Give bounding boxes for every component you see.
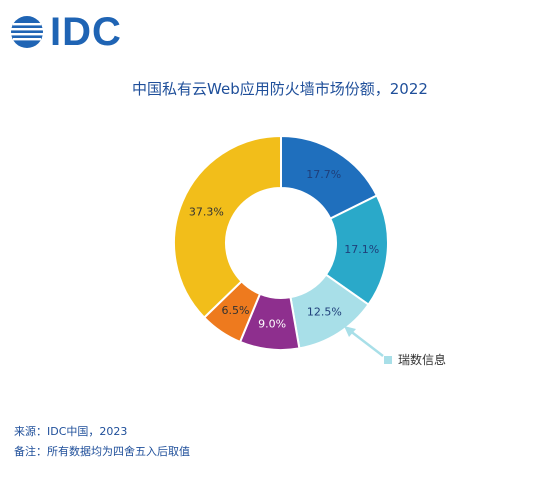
callout-text: 瑞数信息 bbox=[398, 353, 447, 367]
slice-label-5: 37.3% bbox=[189, 205, 224, 218]
footnotes: 来源：IDC中国，2023 备注：所有数据均为四舍五入后取值 bbox=[14, 422, 190, 462]
chart-title: 中国私有云Web应用防火墙市场份额，2022 bbox=[132, 80, 428, 98]
callout-arrow-head bbox=[344, 326, 356, 337]
source-note: 来源：IDC中国，2023 bbox=[14, 425, 128, 438]
globe-icon bbox=[11, 16, 43, 48]
callout-swatch bbox=[384, 355, 392, 364]
slice-label-4: 6.5% bbox=[222, 304, 250, 317]
callout-arrow-line bbox=[348, 329, 384, 357]
slice-label-2: 12.5% bbox=[307, 305, 342, 318]
slice-label-0: 17.7% bbox=[306, 168, 341, 181]
logo-text: IDC bbox=[50, 10, 122, 54]
slice-label-3: 9.0% bbox=[258, 318, 286, 331]
rounding-note: 备注：所有数据均为四舍五入后取值 bbox=[14, 445, 190, 458]
idc-logo: IDC bbox=[10, 12, 122, 52]
slice-label-1: 17.1% bbox=[344, 243, 379, 256]
callout-label: 瑞数信息 bbox=[384, 351, 446, 368]
donut-slice-5 bbox=[173, 134, 282, 319]
